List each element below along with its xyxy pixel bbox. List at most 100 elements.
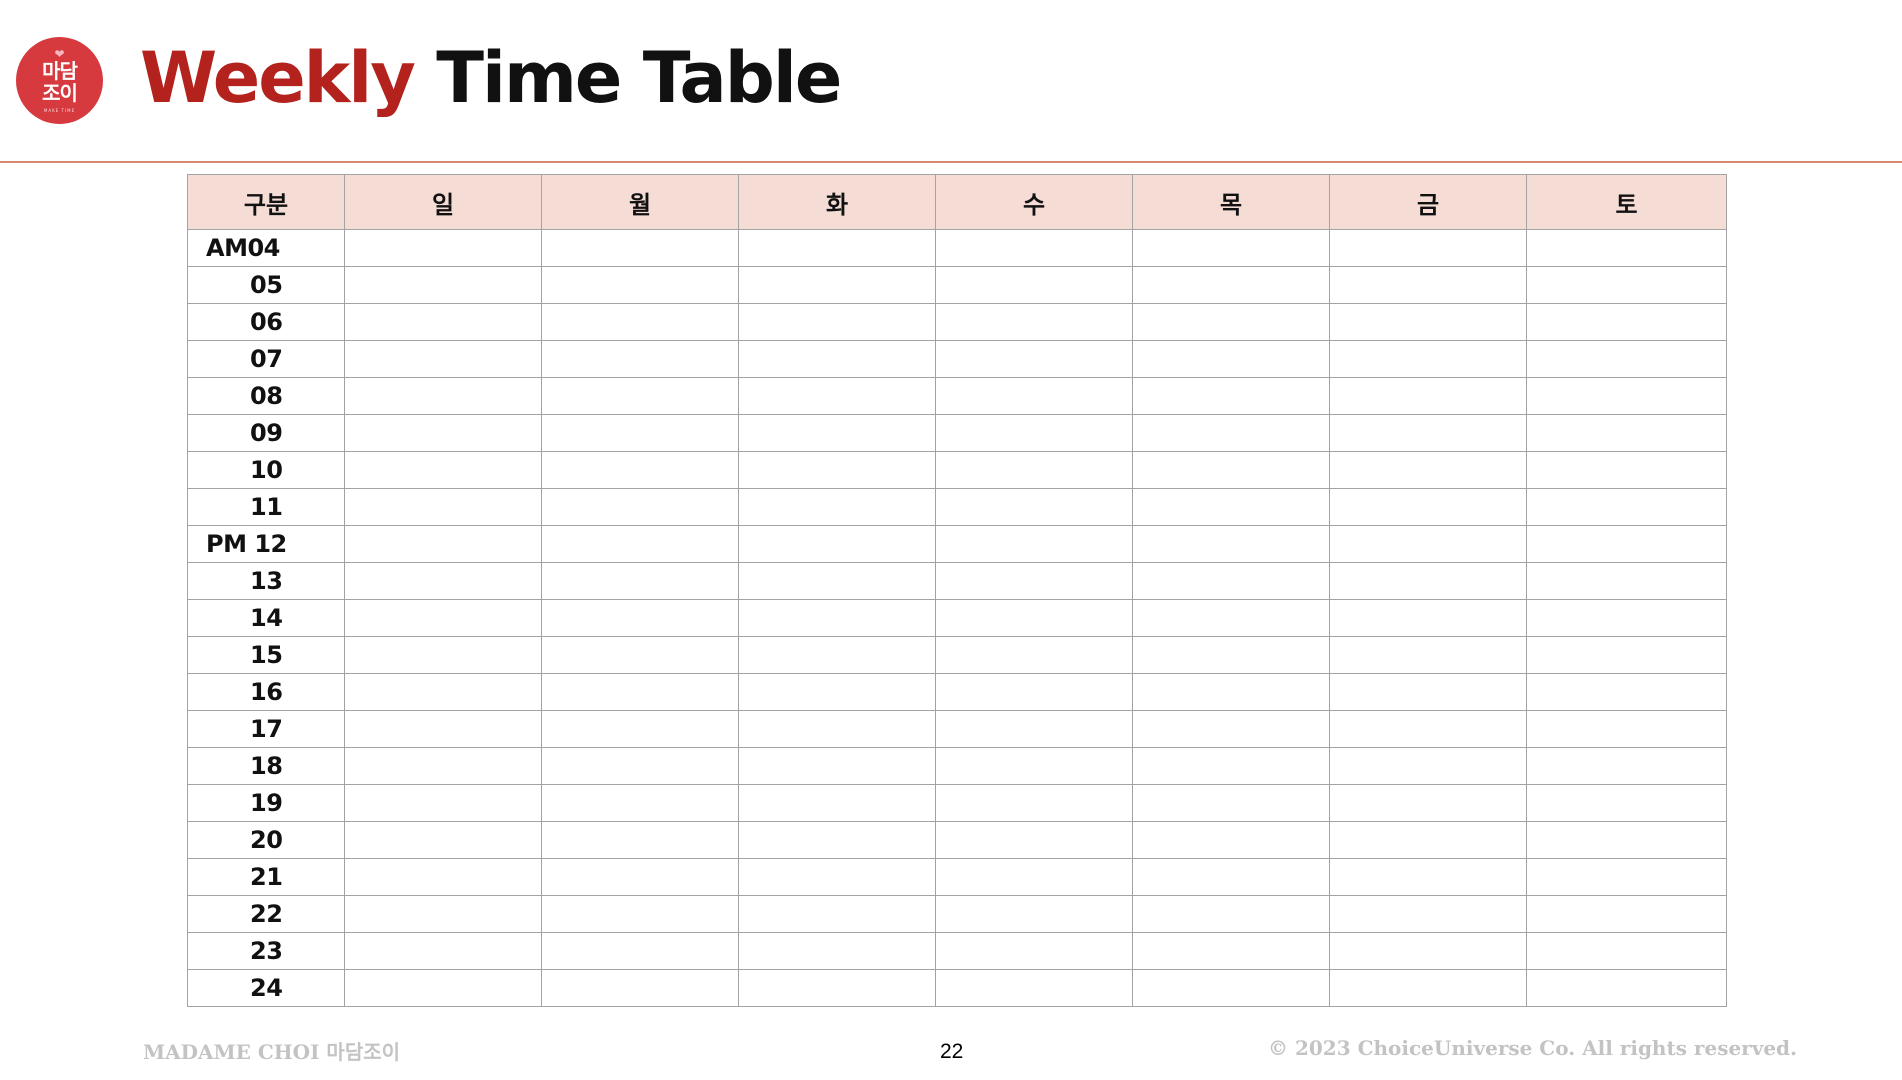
schedule-cell[interactable] xyxy=(344,784,542,822)
schedule-cell[interactable] xyxy=(344,340,542,378)
schedule-cell[interactable] xyxy=(738,895,936,933)
schedule-cell[interactable] xyxy=(935,451,1133,489)
schedule-cell[interactable] xyxy=(738,266,936,304)
schedule-cell[interactable] xyxy=(935,710,1133,748)
schedule-cell[interactable] xyxy=(738,229,936,267)
schedule-cell[interactable] xyxy=(344,895,542,933)
schedule-cell[interactable] xyxy=(344,969,542,1007)
schedule-cell[interactable] xyxy=(1329,303,1527,341)
schedule-cell[interactable] xyxy=(1329,673,1527,711)
schedule-cell[interactable] xyxy=(1526,747,1727,785)
schedule-cell[interactable] xyxy=(1329,636,1527,674)
schedule-cell[interactable] xyxy=(935,784,1133,822)
schedule-cell[interactable] xyxy=(1132,636,1330,674)
schedule-cell[interactable] xyxy=(1526,451,1727,489)
schedule-cell[interactable] xyxy=(738,562,936,600)
schedule-cell[interactable] xyxy=(541,599,739,637)
schedule-cell[interactable] xyxy=(1329,821,1527,859)
schedule-cell[interactable] xyxy=(541,858,739,896)
schedule-cell[interactable] xyxy=(935,525,1133,563)
schedule-cell[interactable] xyxy=(935,266,1133,304)
schedule-cell[interactable] xyxy=(1132,784,1330,822)
schedule-cell[interactable] xyxy=(935,747,1133,785)
schedule-cell[interactable] xyxy=(1132,710,1330,748)
schedule-cell[interactable] xyxy=(1329,451,1527,489)
schedule-cell[interactable] xyxy=(1526,377,1727,415)
schedule-cell[interactable] xyxy=(935,488,1133,526)
schedule-cell[interactable] xyxy=(1132,525,1330,563)
schedule-cell[interactable] xyxy=(1329,747,1527,785)
schedule-cell[interactable] xyxy=(935,303,1133,341)
schedule-cell[interactable] xyxy=(1132,229,1330,267)
schedule-cell[interactable] xyxy=(1329,266,1527,304)
schedule-cell[interactable] xyxy=(1329,340,1527,378)
schedule-cell[interactable] xyxy=(541,377,739,415)
schedule-cell[interactable] xyxy=(541,821,739,859)
schedule-cell[interactable] xyxy=(1132,747,1330,785)
schedule-cell[interactable] xyxy=(935,858,1133,896)
schedule-cell[interactable] xyxy=(344,266,542,304)
schedule-cell[interactable] xyxy=(1526,932,1727,970)
schedule-cell[interactable] xyxy=(344,451,542,489)
schedule-cell[interactable] xyxy=(344,414,542,452)
schedule-cell[interactable] xyxy=(541,303,739,341)
schedule-cell[interactable] xyxy=(541,414,739,452)
schedule-cell[interactable] xyxy=(935,821,1133,859)
schedule-cell[interactable] xyxy=(1329,932,1527,970)
schedule-cell[interactable] xyxy=(541,636,739,674)
schedule-cell[interactable] xyxy=(738,784,936,822)
schedule-cell[interactable] xyxy=(1132,340,1330,378)
schedule-cell[interactable] xyxy=(344,858,542,896)
schedule-cell[interactable] xyxy=(541,525,739,563)
schedule-cell[interactable] xyxy=(1132,599,1330,637)
schedule-cell[interactable] xyxy=(1526,414,1727,452)
schedule-cell[interactable] xyxy=(738,636,936,674)
schedule-cell[interactable] xyxy=(344,525,542,563)
schedule-cell[interactable] xyxy=(738,377,936,415)
schedule-cell[interactable] xyxy=(1132,562,1330,600)
schedule-cell[interactable] xyxy=(935,229,1133,267)
schedule-cell[interactable] xyxy=(738,821,936,859)
schedule-cell[interactable] xyxy=(344,821,542,859)
schedule-cell[interactable] xyxy=(1526,340,1727,378)
schedule-cell[interactable] xyxy=(738,488,936,526)
schedule-cell[interactable] xyxy=(1329,895,1527,933)
schedule-cell[interactable] xyxy=(1526,858,1727,896)
schedule-cell[interactable] xyxy=(1329,525,1527,563)
schedule-cell[interactable] xyxy=(1329,229,1527,267)
schedule-cell[interactable] xyxy=(1132,303,1330,341)
schedule-cell[interactable] xyxy=(738,340,936,378)
schedule-cell[interactable] xyxy=(738,414,936,452)
schedule-cell[interactable] xyxy=(344,932,542,970)
schedule-cell[interactable] xyxy=(1132,821,1330,859)
schedule-cell[interactable] xyxy=(1526,821,1727,859)
schedule-cell[interactable] xyxy=(738,710,936,748)
schedule-cell[interactable] xyxy=(1132,414,1330,452)
schedule-cell[interactable] xyxy=(344,710,542,748)
schedule-cell[interactable] xyxy=(935,377,1133,415)
schedule-cell[interactable] xyxy=(1132,266,1330,304)
schedule-cell[interactable] xyxy=(1329,784,1527,822)
schedule-cell[interactable] xyxy=(935,673,1133,711)
schedule-cell[interactable] xyxy=(1329,377,1527,415)
schedule-cell[interactable] xyxy=(344,599,542,637)
schedule-cell[interactable] xyxy=(1132,932,1330,970)
schedule-cell[interactable] xyxy=(541,266,739,304)
schedule-cell[interactable] xyxy=(541,488,739,526)
schedule-cell[interactable] xyxy=(935,932,1133,970)
schedule-cell[interactable] xyxy=(1329,414,1527,452)
schedule-cell[interactable] xyxy=(1132,673,1330,711)
schedule-cell[interactable] xyxy=(738,599,936,637)
schedule-cell[interactable] xyxy=(738,525,936,563)
schedule-cell[interactable] xyxy=(1526,229,1727,267)
schedule-cell[interactable] xyxy=(1329,488,1527,526)
schedule-cell[interactable] xyxy=(1526,266,1727,304)
schedule-cell[interactable] xyxy=(1526,673,1727,711)
schedule-cell[interactable] xyxy=(344,636,542,674)
schedule-cell[interactable] xyxy=(738,451,936,489)
schedule-cell[interactable] xyxy=(541,340,739,378)
schedule-cell[interactable] xyxy=(935,969,1133,1007)
schedule-cell[interactable] xyxy=(1329,562,1527,600)
schedule-cell[interactable] xyxy=(935,562,1133,600)
schedule-cell[interactable] xyxy=(935,414,1133,452)
